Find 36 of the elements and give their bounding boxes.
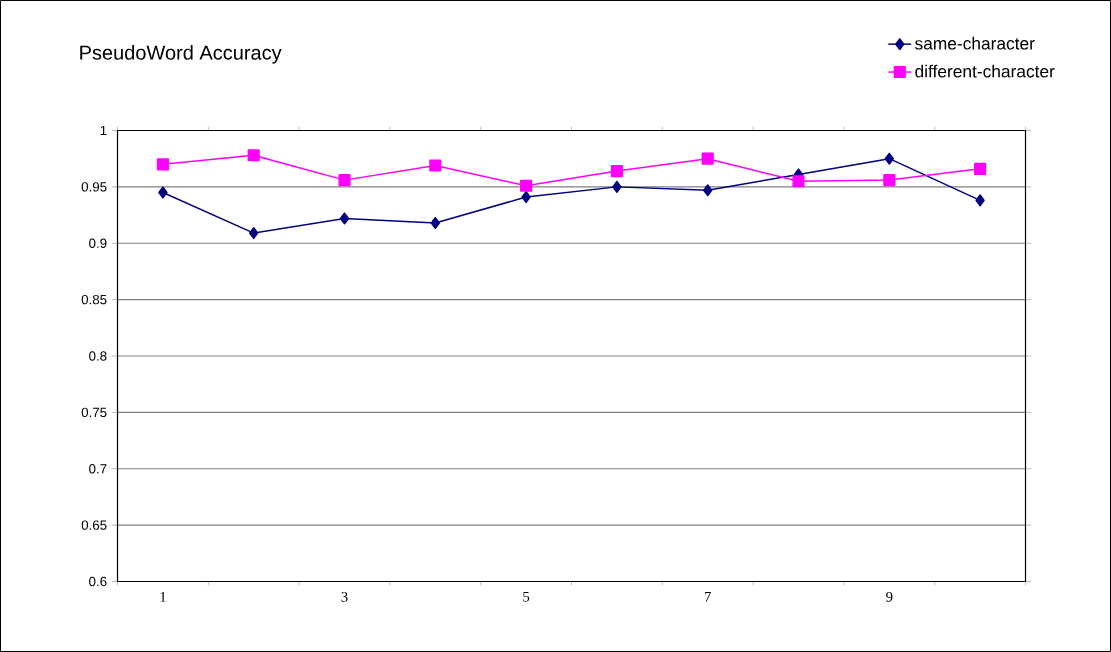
point (883, 174, 896, 187)
point (701, 152, 714, 165)
point (158, 186, 168, 199)
point (521, 190, 531, 204)
legend-label: same-character (915, 36, 1035, 50)
y-tick-label: 0.6 (89, 576, 107, 587)
y-tick-label: 0.75 (81, 407, 107, 418)
x-tick-label: 5 (523, 591, 530, 602)
point (610, 165, 623, 178)
y-tick-label: 0.85 (81, 294, 107, 305)
y-tick-label: 0.7 (89, 464, 107, 474)
point (884, 152, 895, 165)
y-tick-label: 1 (100, 125, 107, 136)
point (338, 174, 351, 187)
point (975, 194, 985, 207)
y-tick-label: 0.8 (89, 351, 107, 361)
point (974, 162, 987, 175)
x-tick-label: 9 (886, 591, 893, 602)
point (430, 216, 441, 230)
point (247, 149, 260, 162)
point (520, 179, 533, 192)
y-tick-label: 0.9 (89, 238, 107, 248)
point (702, 184, 713, 197)
point (248, 227, 259, 240)
chart-title: PseudoWord Accuracy (80, 45, 282, 64)
y-tick-label: 0.95 (81, 182, 107, 192)
y-tick-label: 0.65 (81, 520, 107, 530)
x-tick-label: 3 (341, 591, 348, 602)
point (612, 180, 622, 193)
point (156, 158, 169, 171)
point (339, 212, 350, 225)
x-tick-label: 7 (705, 591, 711, 602)
point (429, 159, 442, 172)
x-tick-label: 1 (160, 591, 166, 602)
legend-label: different-character (915, 64, 1055, 78)
point (792, 175, 805, 188)
